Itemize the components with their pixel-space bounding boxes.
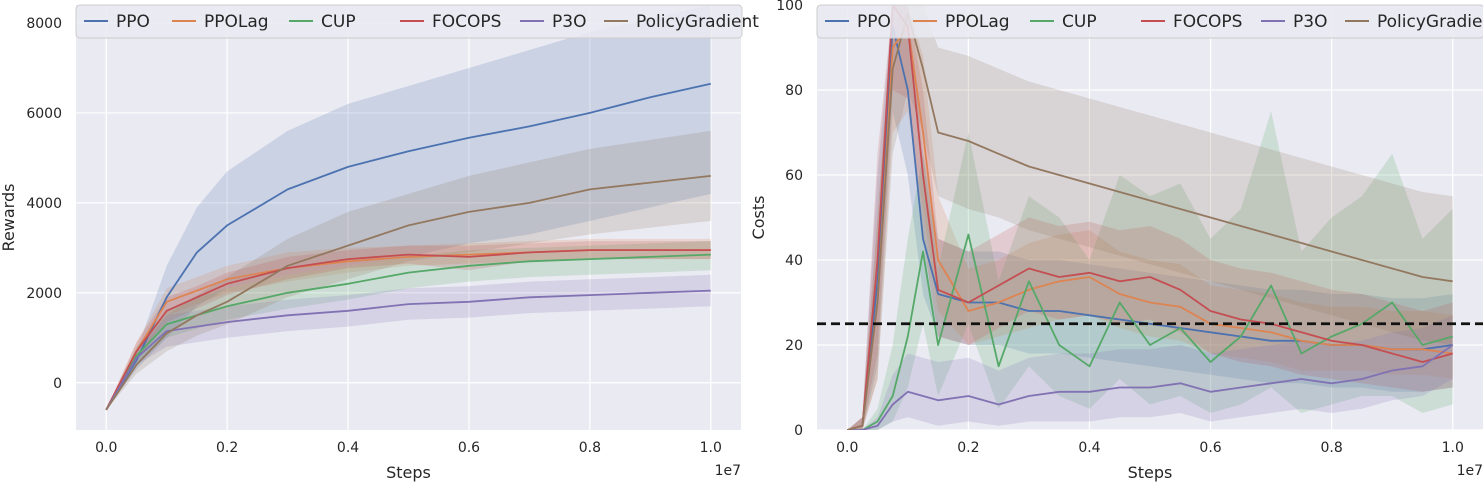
legend-label-policygradient: PolicyGradient — [1377, 12, 1483, 32]
x-tick-label: 0.8 — [1321, 440, 1343, 456]
x-tick-label: 0.0 — [95, 440, 117, 456]
line-policygradient — [105, 175, 711, 411]
y-tick-label: 8000 — [26, 16, 62, 32]
legend-label-policygradient: PolicyGradient — [636, 12, 759, 32]
legend: PPO PPOLag CUP FOCOPS P3O PolicyGradient — [816, 4, 1483, 39]
line-cup — [105, 253, 711, 411]
legend-label-ppo: PPO — [116, 12, 150, 32]
costs-chart: 0.0 0.2 0.4 0.6 0.8 1.0 0 20 40 60 80 100 Steps Costs… — [749, 0, 1483, 482]
x-tick-label: 0.0 — [836, 440, 858, 456]
series-group — [105, 5, 711, 411]
legend-label-cup: CUP — [321, 12, 356, 32]
y-tick-label: 40 — [785, 253, 803, 269]
band-ppolag — [106, 238, 711, 410]
y-tick-label: 100 — [776, 0, 803, 14]
legend-label-ppolag: PPOLag — [204, 12, 269, 32]
legend-label-ppo: PPO — [857, 12, 891, 32]
y-axis-label: Rewards — [0, 184, 18, 252]
line-focops — [105, 249, 711, 411]
x-tick-label: 0.6 — [458, 440, 480, 456]
x-tick-label: 1.0 — [1442, 440, 1464, 456]
y-tick-label: 0 — [53, 376, 62, 392]
x-tick-label: 0.2 — [216, 440, 238, 456]
x-axis-label: Steps — [1128, 463, 1173, 482]
band-policygradient — [106, 130, 711, 410]
rewards-chart: 0.0 0.2 0.4 0.6 0.8 1.0 0 2000 4000 6000 8000 Steps… — [0, 4, 759, 482]
band-p3o — [847, 315, 1453, 430]
x-tick-label: 1.0 — [700, 440, 722, 456]
line-p3o — [847, 344, 1454, 430]
y-tick-label: 60 — [785, 168, 803, 184]
band-ppo — [106, 5, 711, 410]
band-p3o — [106, 274, 711, 410]
x-tick-label: 0.4 — [337, 440, 359, 456]
legend-label-ppolag: PPOLag — [945, 12, 1010, 32]
legend-label-focops: FOCOPS — [432, 12, 501, 32]
y-tick-label: 0 — [794, 423, 803, 439]
legend: PPO PPOLag CUP FOCOPS P3O PolicyGradient — [75, 4, 759, 39]
y-tick-label: 80 — [785, 83, 803, 99]
y-tick-label: 6000 — [26, 106, 62, 122]
line-p3o — [105, 289, 711, 411]
x-axis-label: Steps — [386, 463, 431, 482]
y-tick-label: 4000 — [26, 196, 62, 212]
y-tick-label: 2000 — [26, 286, 62, 302]
legend-label-p3o: P3O — [552, 12, 586, 32]
x-tick-label: 0.4 — [1078, 440, 1100, 456]
x-tick-label: 0.2 — [957, 440, 979, 456]
x-tick-label: 0.8 — [579, 440, 601, 456]
line-cup — [847, 233, 1453, 430]
legend-label-cup: CUP — [1062, 12, 1097, 32]
plot-area — [76, 5, 741, 430]
band-cup — [847, 111, 1453, 430]
y-tick-label: 20 — [785, 338, 803, 354]
y-axis-label: Costs — [749, 196, 768, 240]
legend-label-focops: FOCOPS — [1173, 12, 1242, 32]
line-ppo — [105, 82, 711, 411]
x-offset-label: 1e7 — [715, 463, 741, 479]
band-policygradient — [847, 5, 1453, 430]
legend-label-p3o: P3O — [1293, 12, 1327, 32]
x-tick-label: 0.6 — [1199, 440, 1221, 456]
x-offset-label: 1e7 — [1457, 463, 1483, 479]
